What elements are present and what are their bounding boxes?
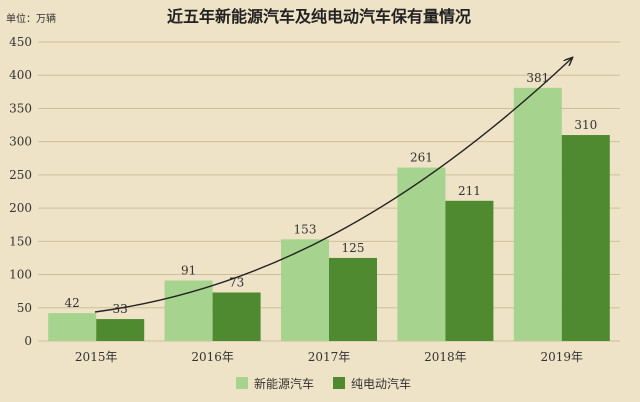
legend: 新能源汽车 纯电动汽车 bbox=[236, 376, 411, 391]
y-axis: 0 50 100 150 200 250 300 350 400 450 bbox=[9, 35, 32, 348]
data-label: 153 bbox=[294, 222, 317, 236]
bar-nev bbox=[164, 280, 213, 341]
data-label: 42 bbox=[65, 296, 80, 310]
x-tick-label: 2018年 bbox=[424, 350, 467, 364]
data-label: 91 bbox=[181, 264, 196, 278]
y-tick-label: 300 bbox=[9, 135, 32, 149]
unit-label: 单位：万辆 bbox=[6, 12, 56, 25]
legend-swatch bbox=[236, 377, 248, 389]
data-label: 33 bbox=[113, 302, 128, 316]
y-tick-label: 350 bbox=[9, 101, 32, 115]
data-label: 261 bbox=[410, 151, 433, 165]
bar-bev bbox=[96, 319, 145, 341]
chart-title: 近五年新能源汽车及纯电动汽车保有量情况 bbox=[167, 7, 471, 26]
legend-label: 新能源汽车 bbox=[254, 376, 314, 391]
data-label: 125 bbox=[342, 241, 365, 255]
x-tick-label: 2015年 bbox=[75, 350, 118, 364]
grid-lines bbox=[38, 41, 620, 342]
bar-bev bbox=[212, 292, 261, 341]
x-tick-label: 2019年 bbox=[541, 350, 584, 364]
bar-bev bbox=[445, 200, 494, 341]
bar-nev bbox=[397, 167, 446, 341]
legend-label: 纯电动汽车 bbox=[351, 376, 411, 391]
legend-swatch bbox=[333, 377, 345, 389]
y-tick-label: 100 bbox=[9, 268, 32, 282]
y-tick-label: 0 bbox=[24, 334, 32, 348]
bar-bev bbox=[329, 257, 377, 341]
data-label: 310 bbox=[574, 118, 597, 132]
y-tick-label: 250 bbox=[9, 168, 32, 182]
data-label: 381 bbox=[526, 71, 549, 85]
x-tick-label: 2016年 bbox=[191, 350, 234, 364]
y-tick-label: 50 bbox=[17, 301, 32, 315]
trend-arrow bbox=[94, 58, 572, 313]
data-label: 211 bbox=[458, 184, 481, 198]
bar-nev bbox=[48, 313, 97, 341]
bars bbox=[48, 87, 610, 341]
y-tick-label: 450 bbox=[9, 35, 32, 49]
y-tick-label: 150 bbox=[9, 234, 32, 248]
y-tick-label: 400 bbox=[9, 68, 32, 82]
bar-nev bbox=[513, 87, 562, 341]
bar-nev bbox=[281, 239, 329, 341]
x-axis: 2015年 2016年 2017年 2018年 2019年 bbox=[75, 350, 583, 364]
y-tick-label: 200 bbox=[9, 201, 32, 215]
x-tick-label: 2017年 bbox=[308, 350, 351, 364]
bar-bev bbox=[561, 135, 610, 341]
